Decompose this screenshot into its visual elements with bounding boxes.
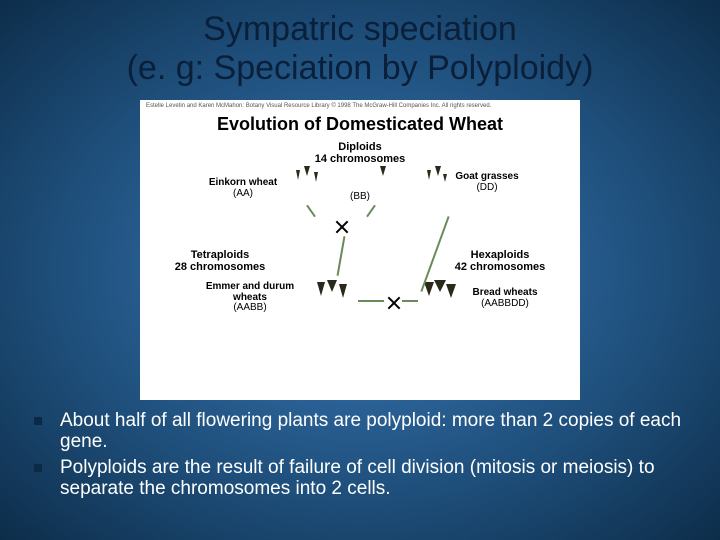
diagram-attribution: Estelle Levetin and Karen McMahon: Botan… [146, 103, 574, 109]
goat-code: (DD) [476, 182, 497, 193]
bullet-square-icon [34, 417, 42, 425]
goat-icon [422, 166, 452, 210]
bread-code: (AABBDD) [481, 298, 529, 309]
section-hexaploids: Hexaploids 42 chromosomes [450, 250, 550, 273]
cross-icon [335, 220, 349, 234]
title-line-1: Sympatric speciation [203, 10, 517, 48]
arrow [337, 236, 346, 276]
arrow [358, 300, 384, 302]
section-hexa-l2: 42 chromosomes [455, 261, 545, 273]
arrow [366, 205, 376, 218]
goat-label: Goat grasses (DD) [452, 172, 522, 193]
section-tetraploids: Tetraploids 28 chromosomes [170, 250, 270, 273]
emmer-code: (AABB) [233, 302, 266, 313]
einkorn-label: Einkorn wheat (AA) [198, 178, 288, 199]
bullet-text: About half of all flowering plants are p… [60, 410, 681, 452]
einkorn-code: (AA) [233, 188, 253, 199]
bullet-item: Polyploids are the result of failure of … [60, 457, 702, 500]
diagram-title: Evolution of Domesticated Wheat [140, 114, 580, 135]
wheat-diagram: Estelle Levetin and Karen McMahon: Botan… [140, 100, 580, 400]
emmer-label: Emmer and durum wheats (AABB) [200, 282, 300, 314]
bb-icon [374, 166, 392, 210]
section-tetra-l2: 28 chromosomes [175, 261, 265, 273]
bb-code: (BB) [350, 191, 370, 202]
section-hexa-l1: Hexaploids [471, 249, 530, 261]
bread-name: Bread wheats [472, 287, 537, 298]
emmer-name: Emmer and durum wheats [206, 281, 294, 303]
section-tetra-l1: Tetraploids [191, 249, 249, 261]
bread-label: Bread wheats (AABBDD) [460, 288, 550, 309]
section-diploids-l2: 14 chromosomes [315, 153, 405, 165]
section-diploids-l1: Diploids [338, 141, 381, 153]
goat-name: Goat grasses [455, 171, 518, 182]
section-diploids: Diploids 14 chromosomes [310, 142, 410, 165]
bullet-item: About half of all flowering plants are p… [60, 410, 702, 453]
arrow [402, 300, 418, 302]
bread-icon [420, 280, 460, 334]
slide-title: Sympatric speciation (e. g: Speciation b… [0, 0, 720, 88]
einkorn-name: Einkorn wheat [209, 177, 277, 188]
bullet-square-icon [34, 464, 42, 472]
title-line-2: (e. g: Speciation by Polyploidy) [127, 49, 594, 87]
cross-icon [387, 296, 401, 310]
bullet-list: About half of all flowering plants are p… [0, 410, 720, 499]
emmer-icon [312, 280, 352, 334]
bb-label: (BB) [345, 192, 375, 203]
bullet-text: Polyploids are the result of failure of … [60, 457, 655, 499]
